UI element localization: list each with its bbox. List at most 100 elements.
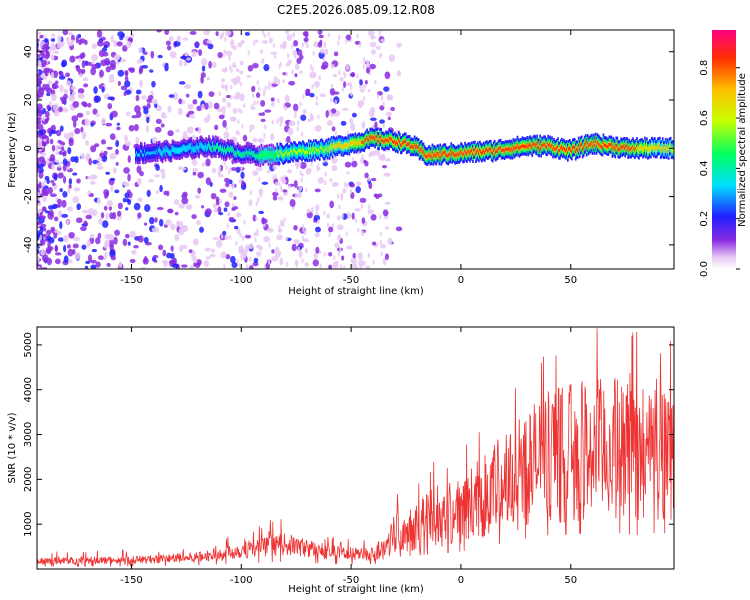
noise-streak xyxy=(267,259,271,265)
ridge-cell xyxy=(339,142,342,146)
noise-blob xyxy=(61,213,69,218)
noise-blob xyxy=(386,94,394,101)
ridge-cell xyxy=(557,144,559,148)
ridge-cell xyxy=(510,147,513,151)
noise-streak xyxy=(382,123,385,129)
noise-blob xyxy=(231,261,238,268)
ridge-cell xyxy=(374,137,376,141)
noise-blob xyxy=(263,64,270,72)
noise-streak xyxy=(363,84,367,90)
noise-streak xyxy=(366,59,369,65)
noise-streak xyxy=(218,165,222,171)
noise-blob xyxy=(97,255,104,260)
ridge-cell xyxy=(155,148,158,152)
ridge-cell xyxy=(154,151,157,155)
ridge-cell xyxy=(474,148,476,152)
noise-blob xyxy=(51,82,57,90)
noise-blob xyxy=(205,158,211,167)
noise-blob xyxy=(100,212,105,219)
noise-blob xyxy=(109,152,117,160)
noise-blob xyxy=(77,57,82,63)
noise-streak xyxy=(296,126,299,132)
ridge-cell xyxy=(552,147,554,151)
noise-streak xyxy=(276,118,279,124)
noise-blob xyxy=(62,107,69,113)
x-tick-label: -150 xyxy=(120,275,143,286)
noise-streak xyxy=(230,95,233,101)
noise-blob xyxy=(133,123,139,132)
noise-blob xyxy=(85,110,90,116)
ridge-cell xyxy=(540,146,543,151)
ridge-cell xyxy=(588,143,591,147)
noise-blob xyxy=(44,50,50,58)
ridge-cell xyxy=(423,152,426,156)
ridge-cell xyxy=(291,150,293,154)
noise-blob xyxy=(369,117,377,121)
noise-blob xyxy=(302,238,310,243)
ridge-cell xyxy=(251,152,254,156)
noise-blob xyxy=(127,155,131,163)
colorbar-tick-label: 0.6 xyxy=(699,110,710,126)
ridge-cell xyxy=(644,144,646,148)
noise-blob xyxy=(37,266,41,269)
ridge-cell xyxy=(349,140,352,145)
noise-blob xyxy=(298,250,303,259)
noise-blob xyxy=(148,216,155,225)
ridge-cell xyxy=(617,147,620,151)
ridge-cell xyxy=(487,148,490,152)
noise-streak xyxy=(279,122,282,128)
ridge-cell xyxy=(181,148,184,152)
noise-streak xyxy=(247,50,250,56)
ridge-cell xyxy=(522,145,525,149)
noise-blob xyxy=(124,80,131,88)
noise-blob xyxy=(99,152,105,158)
noise-blob xyxy=(232,107,238,114)
ridge-cell xyxy=(346,144,349,148)
noise-blob xyxy=(256,251,262,257)
ridge-cell xyxy=(592,141,595,145)
noise-blob xyxy=(232,77,238,86)
noise-streak xyxy=(362,95,366,101)
ridge-cell xyxy=(158,148,161,152)
noise-blob xyxy=(201,103,205,111)
noise-blob xyxy=(319,48,325,54)
ridge-cell xyxy=(636,144,638,148)
noise-streak xyxy=(334,130,338,136)
noise-blob xyxy=(314,124,322,132)
noise-streak xyxy=(254,231,257,237)
noise-blob xyxy=(218,212,224,216)
noise-streak xyxy=(327,32,331,38)
ridge-cell xyxy=(219,147,221,151)
ridge-cell xyxy=(619,147,622,151)
noise-blob xyxy=(207,43,214,50)
noise-blob xyxy=(223,131,230,140)
noise-blob xyxy=(115,140,120,148)
noise-blob xyxy=(96,40,104,47)
noise-streak xyxy=(278,225,281,231)
y-tick-label: 2000 xyxy=(23,467,34,492)
ridge-cell xyxy=(244,153,247,157)
ridge-cell xyxy=(496,149,499,153)
noise-blob xyxy=(37,163,45,169)
noise-blob xyxy=(293,39,299,47)
noise-blob xyxy=(207,113,211,122)
ridge-cell xyxy=(501,148,504,152)
noise-streak xyxy=(362,63,365,69)
noise-streak xyxy=(253,100,256,106)
noise-blob xyxy=(375,194,380,200)
ridge-cell xyxy=(562,147,564,151)
ridge-cell xyxy=(293,148,295,152)
noise-blob xyxy=(71,248,76,255)
ridge-cell xyxy=(163,147,166,151)
noise-blob xyxy=(40,239,46,246)
ridge-cell xyxy=(535,144,538,148)
noise-blob xyxy=(37,255,40,262)
ridge-cell xyxy=(429,155,432,159)
ridge-cell xyxy=(439,150,442,155)
noise-blob xyxy=(313,252,318,260)
noise-blob xyxy=(380,243,387,249)
noise-blob xyxy=(138,67,143,75)
noise-blob xyxy=(123,167,130,174)
ridge-cell xyxy=(373,136,375,140)
ridge-cell xyxy=(484,148,487,152)
